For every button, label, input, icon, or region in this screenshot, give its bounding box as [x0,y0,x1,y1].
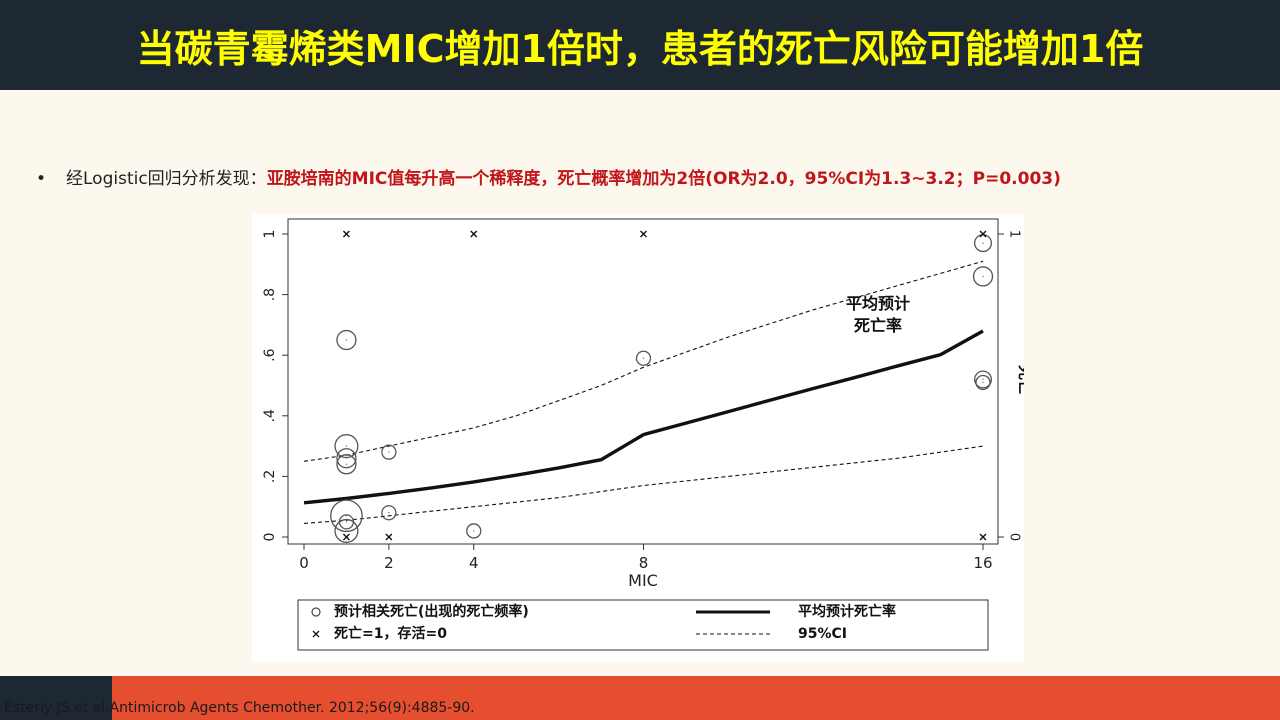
legend-label: 死亡=1，存活=0 [333,625,447,642]
bubble-point [336,329,357,351]
bubble-center [642,357,645,359]
bubble-point [381,444,397,460]
legend-box [297,599,989,651]
bubble-point [975,374,991,391]
chart-figure: 0.2.4.6.81可能死亡概率01死亡024816MIC平均预计死亡率预计相关… [252,214,1024,662]
bullet-highlight: 亚胺培南的MIC值每升高一个稀释度，死亡概率增加为2倍(OR为2.0，95%CI… [266,169,1061,189]
bubble-center [982,381,984,384]
bubble-point [972,266,994,287]
x-tick-label: 16 [973,554,992,572]
bubble-point [336,454,357,475]
x-tick-label: 2 [384,554,394,572]
outcome-cross [385,533,393,541]
outcome-cross [342,533,350,541]
legend-cross-symbol [312,630,320,638]
bubble-center [345,445,348,447]
ci-line [303,445,984,524]
legend-label: 95%CI [798,626,847,642]
y-tick-label: .8 [262,288,278,301]
bubble-center [473,530,475,532]
x-tick-label: 8 [639,554,649,572]
plot-frame [287,218,999,545]
footer-bar: Esterly JS,et al.Antimicrob Agents Chemo… [0,676,1280,720]
bubble-center [345,530,348,532]
bubble-center [345,463,348,465]
bullet-prefix: 经Logistic回归分析发现： [66,169,267,189]
outcome-cross [342,230,350,238]
footer-dark-block [0,676,112,720]
bubble-center [982,242,984,244]
bubble-point [381,505,397,521]
y-tick-label: 0 [262,533,278,542]
legend-label: 预计相关死亡(出现的死亡频率) [334,603,529,620]
bubble-center [388,512,390,514]
outcome-cross [979,230,987,238]
bubble-center [345,457,348,459]
bullet-dot-icon: • [36,169,47,189]
bullet-point: • 经Logistic回归分析发现：亚胺培南的MIC值每升高一个稀释度，死亡概率增… [36,164,1276,189]
chart-svg: 0.2.4.6.81可能死亡概率01死亡024816MIC平均预计死亡率预计相关… [262,218,1024,651]
y-tick-label: .6 [262,348,278,361]
bubble-point [466,523,482,539]
bubble-point [334,434,359,459]
bubble-center [345,521,348,523]
chart-annotation: 平均预计 [846,294,910,313]
x-tick-label: 0 [299,554,309,572]
y-tick-label: .2 [262,470,278,483]
bubble-center [345,339,348,341]
legend-label: 平均预计死亡率 [798,603,896,620]
title-bar: 当碳青霉烯类MIC增加1倍时，患者的死亡风险可能增加1倍 [0,0,1280,90]
slide-title: 当碳青霉烯类MIC增加1倍时，患者的死亡风险可能增加1倍 [136,27,1144,71]
y2-axis-label: 死亡 [1016,365,1024,395]
mean-line [303,329,984,505]
bubble-point [635,350,652,366]
y2-tick-label: 1 [1007,230,1022,238]
bubble-center [388,451,390,453]
x-tick-label: 4 [469,554,479,572]
citation: Esterly JS,et al.Antimicrob Agents Chemo… [4,700,475,716]
outcome-cross [979,533,987,541]
bubble-center [982,378,984,381]
bubble-point [336,448,357,469]
bubble-point [974,370,992,389]
y2-tick-label: 0 [1007,533,1022,541]
ci-line [303,260,984,462]
legend-circle-symbol [311,607,321,617]
y-tick-label: .4 [262,409,278,422]
outcome-cross [640,230,647,238]
bubble-point [334,518,359,543]
y-tick-label: 1 [262,230,278,239]
x-axis-label: MIC [628,571,658,590]
bubble-center [982,275,984,278]
chart-annotation: 死亡率 [854,316,902,335]
outcome-cross [470,230,478,238]
